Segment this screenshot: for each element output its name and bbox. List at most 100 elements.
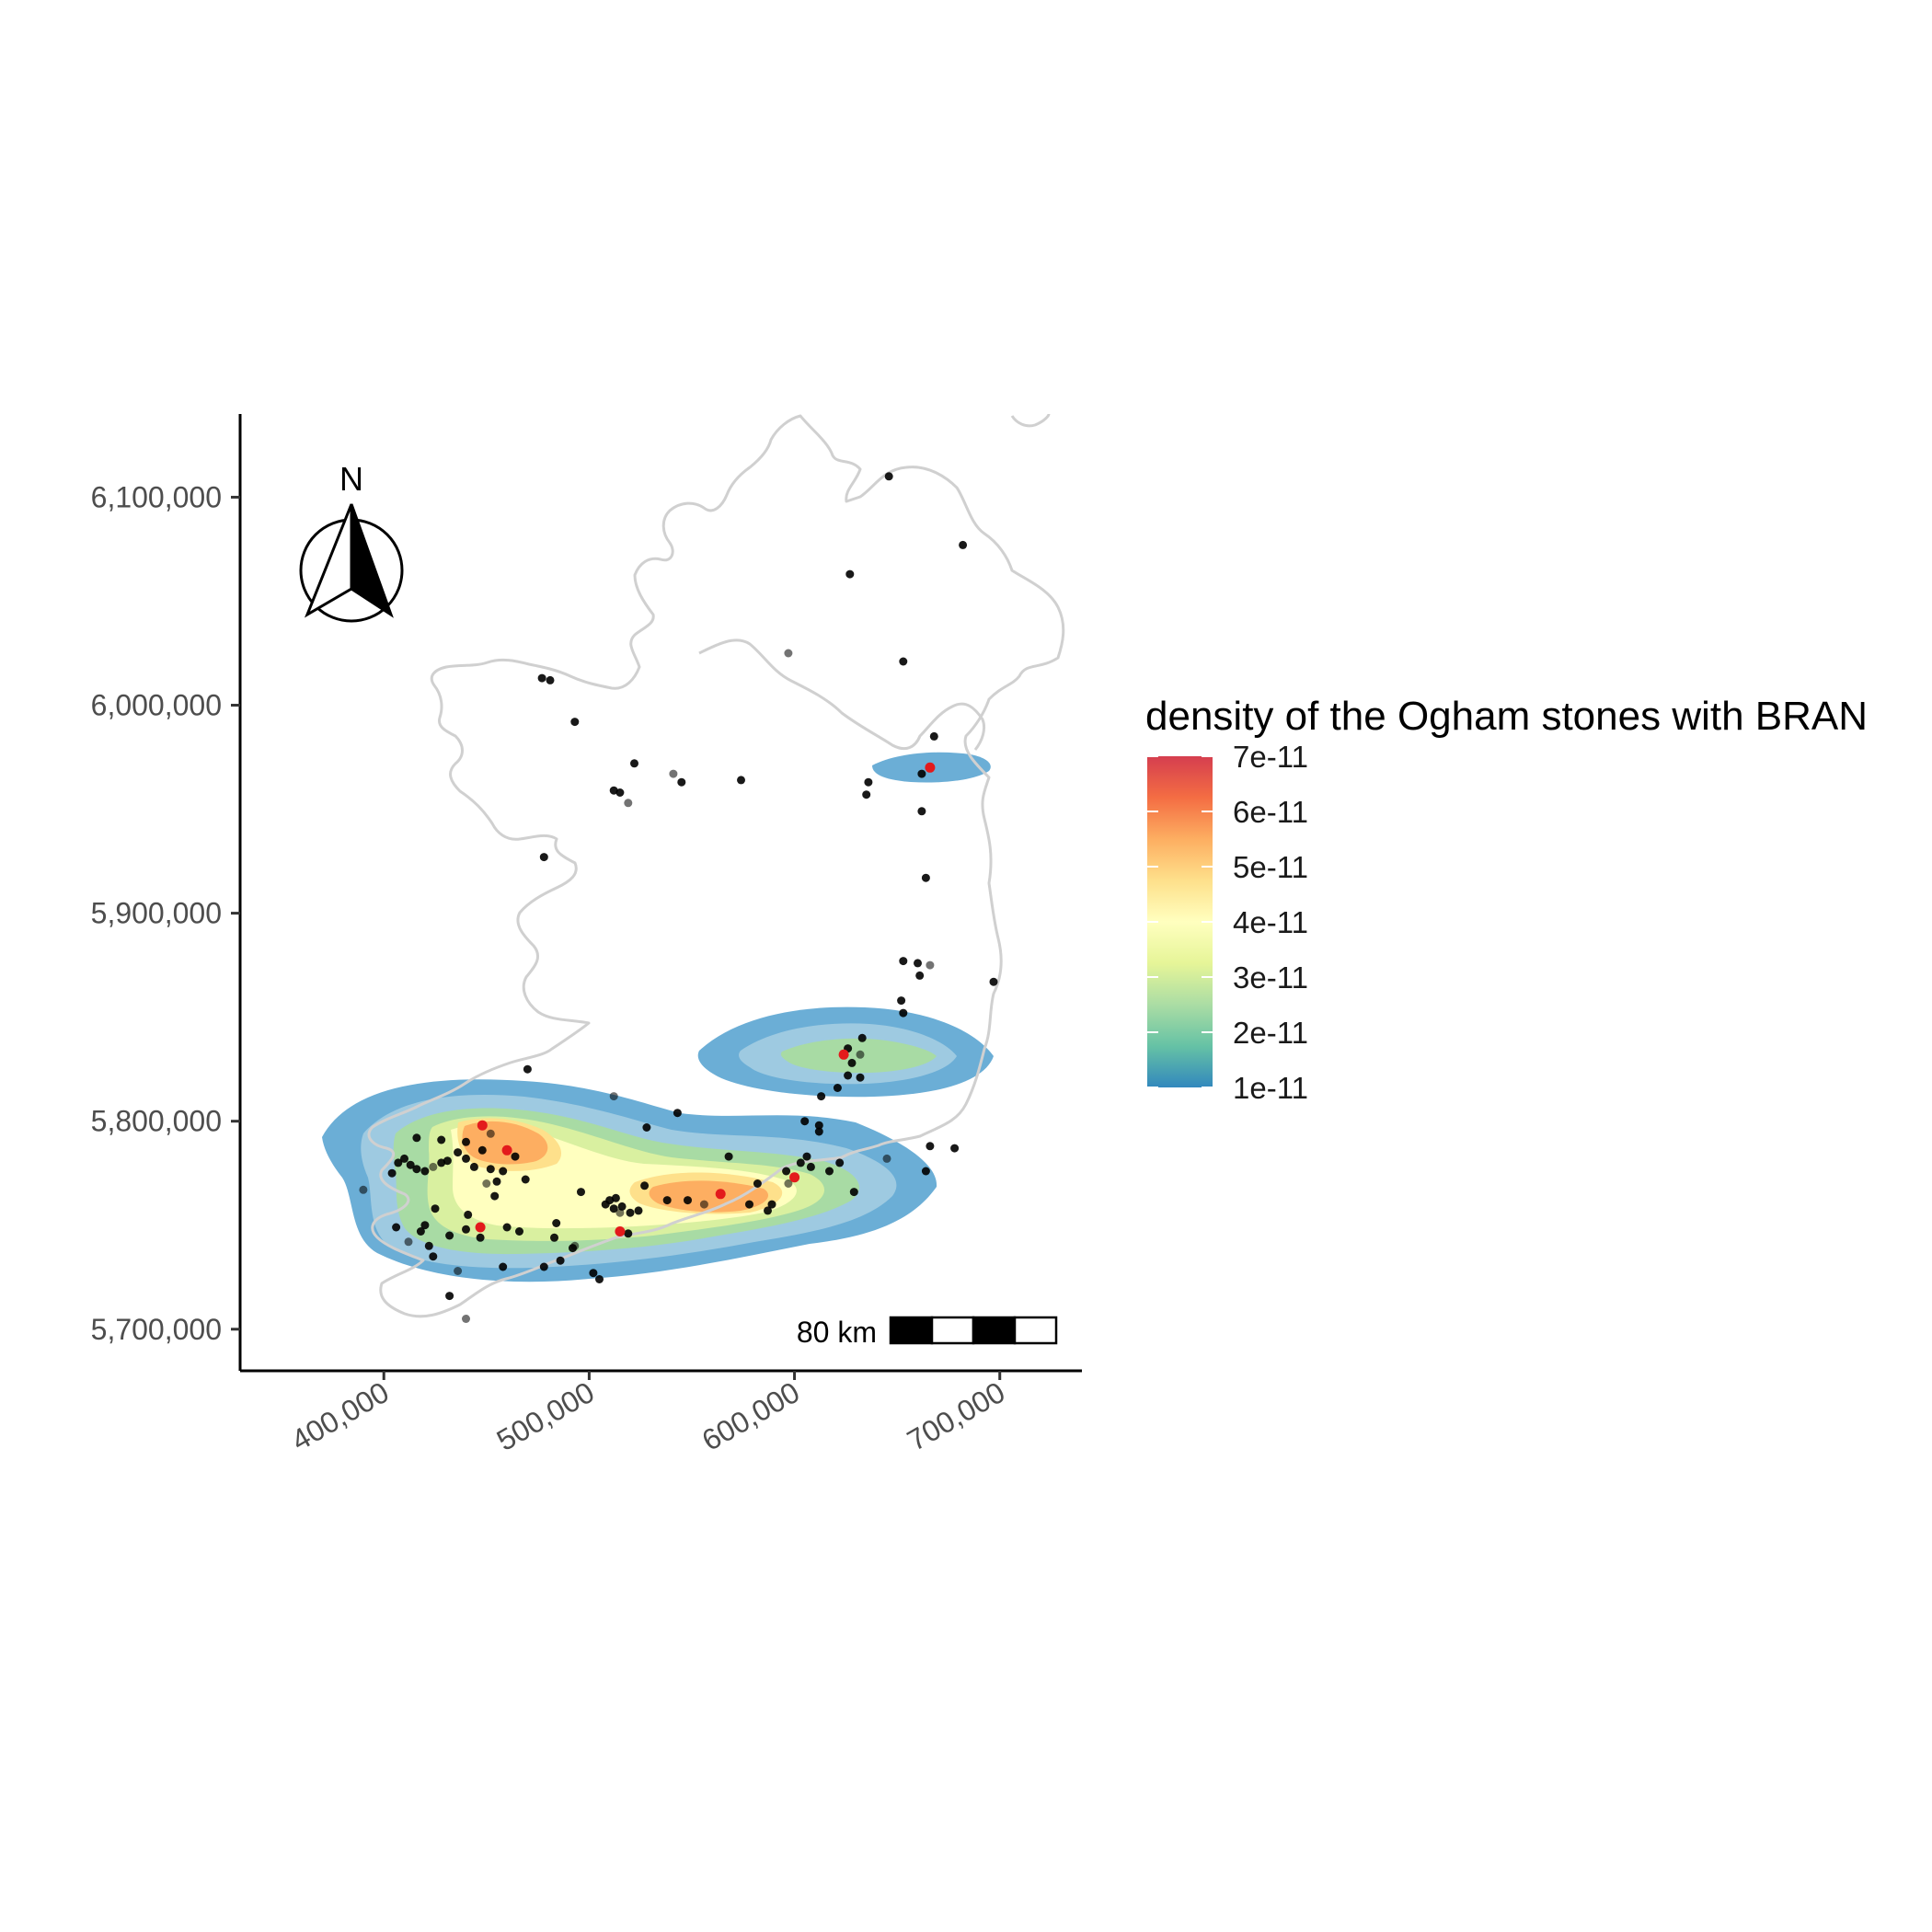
ogham-site-point bbox=[539, 853, 548, 862]
ogham-site-point bbox=[394, 1158, 403, 1167]
ogham-site-point bbox=[502, 1223, 512, 1232]
ogham-site-point bbox=[814, 1121, 823, 1130]
ogham-site-point bbox=[626, 1208, 635, 1217]
ogham-site-point bbox=[921, 873, 930, 882]
y-tick-label: 6,000,000 bbox=[91, 689, 222, 722]
legend-tick-label: 7e-11 bbox=[1233, 740, 1308, 774]
ogham-site-point bbox=[662, 1196, 672, 1205]
ogham-site-point bbox=[745, 1200, 753, 1209]
ogham-site-point bbox=[630, 759, 638, 768]
bran-stone-point bbox=[715, 1189, 726, 1200]
density-layer bbox=[322, 752, 994, 1282]
ogham-site-point bbox=[437, 1135, 446, 1144]
ogham-site-point bbox=[420, 1221, 430, 1230]
ogham-site-point bbox=[864, 777, 873, 787]
scale-segment-4 bbox=[1013, 1316, 1058, 1345]
ogham-site-point bbox=[684, 1196, 692, 1205]
ogham-site-point bbox=[926, 960, 935, 970]
ogham-site-point bbox=[454, 1148, 463, 1157]
north-arrow-right-half bbox=[350, 503, 394, 618]
ogham-site-point bbox=[539, 1262, 548, 1271]
ogham-site-point bbox=[899, 657, 908, 666]
ogham-site-point bbox=[424, 1241, 433, 1250]
bran-stone-point bbox=[475, 1222, 486, 1233]
ogham-site-point bbox=[784, 1179, 793, 1188]
ogham-site-point bbox=[609, 1204, 618, 1213]
ogham-site-point bbox=[640, 1181, 650, 1190]
ogham-site-point bbox=[429, 1252, 438, 1261]
ogham-site-point bbox=[915, 971, 925, 980]
x-tick-label: 700,000 bbox=[902, 1375, 1010, 1457]
y-tick-label: 5,900,000 bbox=[91, 897, 222, 930]
ogham-site-point bbox=[796, 1158, 805, 1167]
ogham-site-point bbox=[617, 1202, 627, 1211]
ogham-site-point bbox=[673, 1109, 682, 1118]
ogham-site-point bbox=[445, 1292, 454, 1301]
ogham-site-point bbox=[845, 569, 855, 579]
coastline-top-right bbox=[1010, 414, 1051, 428]
northern-ireland-border bbox=[698, 638, 986, 751]
north-arrow-left-half bbox=[304, 503, 353, 618]
bran-stone-point bbox=[925, 762, 936, 773]
legend: density of the Ogham stones with BRAN 7e… bbox=[1145, 694, 1868, 1105]
ogham-site-point bbox=[767, 1200, 776, 1209]
ogham-site-point bbox=[677, 777, 686, 787]
y-tick-label: 5,800,000 bbox=[91, 1105, 222, 1138]
ogham-site-point bbox=[445, 1231, 454, 1240]
legend-title: density of the Ogham stones with BRAN bbox=[1145, 694, 1868, 739]
ogham-site-point bbox=[833, 1084, 842, 1092]
ogham-site-point bbox=[917, 807, 926, 816]
ogham-site-point bbox=[416, 1227, 425, 1236]
ogham-site-point bbox=[400, 1154, 408, 1163]
ogham-site-point bbox=[492, 1177, 501, 1186]
ogham-site-point bbox=[897, 996, 906, 1006]
ogham-site-point bbox=[669, 769, 678, 778]
legend-tick-label: 5e-11 bbox=[1233, 850, 1308, 884]
scale-segment-1 bbox=[889, 1316, 934, 1345]
y-axis-ticks: 6,100,000 6,000,000 5,900,000 5,800,000 5,70… bbox=[91, 480, 240, 1346]
ogham-site-point bbox=[699, 1200, 708, 1209]
ogham-site-point bbox=[624, 1229, 633, 1238]
ogham-site-point bbox=[862, 790, 871, 799]
map-panel: N 80 km bbox=[299, 414, 1065, 1349]
bran-stone-point bbox=[501, 1144, 512, 1156]
bran-stone-point bbox=[477, 1120, 488, 1131]
ogham-site-point bbox=[857, 1033, 867, 1042]
scale-segment-3 bbox=[972, 1316, 1017, 1345]
legend-tick-label: 1e-11 bbox=[1233, 1071, 1308, 1105]
x-axis-ticks: 400,000 500,000 600,000 700,000 bbox=[286, 1371, 1010, 1457]
ogham-site-point bbox=[835, 1158, 845, 1167]
ogham-site-point bbox=[589, 1269, 598, 1278]
ogham-site-point bbox=[477, 1145, 487, 1155]
ogham-site-point bbox=[753, 1179, 762, 1188]
scale-segment-2 bbox=[930, 1316, 975, 1345]
ogham-site-point bbox=[802, 1152, 811, 1161]
legend-tick-label: 3e-11 bbox=[1233, 960, 1308, 995]
ogham-site-point bbox=[569, 1244, 577, 1253]
ogham-site-point bbox=[724, 1152, 733, 1161]
ogham-site-point bbox=[624, 799, 633, 808]
ogham-site-point bbox=[615, 1208, 625, 1217]
ogham-site-point bbox=[462, 1154, 470, 1163]
hotspots-layer bbox=[475, 762, 936, 1236]
ogham-site-point bbox=[404, 1237, 413, 1247]
ogham-site-point bbox=[387, 1168, 397, 1178]
bran-stone-point bbox=[789, 1172, 800, 1183]
ogham-site-point bbox=[482, 1179, 491, 1188]
ogham-site-point bbox=[764, 1206, 772, 1215]
ogham-site-point bbox=[800, 1117, 810, 1126]
ogham-site-point bbox=[486, 1165, 495, 1174]
bran-stone-point bbox=[615, 1226, 626, 1236]
ogham-site-point bbox=[464, 1210, 473, 1219]
ogham-site-point bbox=[537, 673, 546, 683]
x-tick-label: 600,000 bbox=[696, 1375, 805, 1457]
ogham-site-point bbox=[577, 1188, 585, 1197]
ogham-site-point bbox=[844, 1071, 853, 1080]
scale-bar-label: 80 km bbox=[797, 1316, 877, 1349]
ogham-site-point bbox=[546, 675, 555, 684]
ogham-site-point bbox=[511, 1152, 520, 1161]
ogham-site-point bbox=[476, 1233, 485, 1242]
ogham-site-point bbox=[462, 1225, 470, 1234]
ogham-site-point bbox=[849, 1188, 858, 1197]
legend-tick-label: 6e-11 bbox=[1233, 795, 1308, 829]
